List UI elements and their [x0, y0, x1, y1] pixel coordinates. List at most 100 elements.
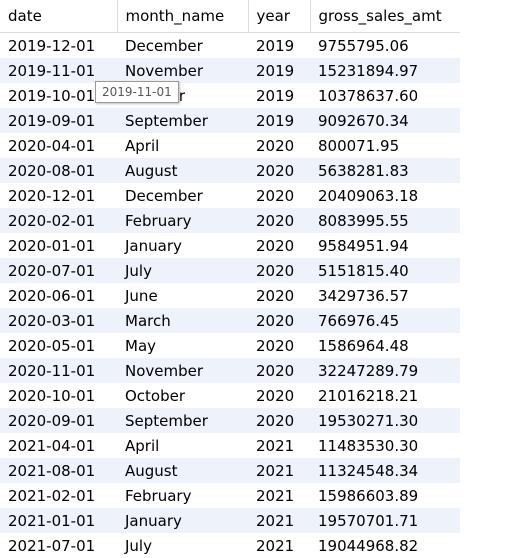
month-name-cell[interactable]: September: [117, 408, 248, 433]
date-cell[interactable]: 2020-08-01: [0, 158, 117, 183]
gross-sales-amt-cell[interactable]: 15986603.89: [318, 486, 419, 505]
year-cell[interactable]: 2020: [248, 358, 310, 383]
year-cell[interactable]: 2021: [256, 486, 295, 505]
date-cell[interactable]: 2019-10-01: [8, 86, 96, 105]
table-row[interactable]: 2020-11-01 November 2020 32247289.79: [0, 358, 460, 383]
year-cell[interactable]: 2020: [256, 136, 295, 155]
table-row[interactable]: 2020-09-01 September 2020 19530271.30: [0, 408, 460, 433]
year-cell[interactable]: 2019: [256, 36, 295, 55]
gross-sales-amt-cell[interactable]: 9092670.34: [310, 108, 460, 133]
date-cell[interactable]: 2020-03-01: [0, 308, 117, 333]
table-row[interactable]: 2020-01-01 January 2020 9584951.94: [0, 233, 460, 258]
month-name-cell[interactable]: January: [125, 236, 182, 255]
column-header-date[interactable]: date: [0, 0, 118, 33]
date-cell[interactable]: 2020-06-01: [8, 286, 96, 305]
gross-sales-amt-cell[interactable]: 800071.95: [318, 136, 400, 155]
year-cell[interactable]: 2020: [256, 236, 295, 255]
gross-sales-amt-cell[interactable]: 766976.45: [310, 308, 460, 333]
month-name-cell[interactable]: August: [117, 158, 248, 183]
gross-sales-amt-cell[interactable]: 9584951.94: [318, 236, 409, 255]
year-cell[interactable]: 2021: [256, 536, 295, 555]
table-row[interactable]: 2020-02-01 February 2020 8083995.55: [0, 208, 460, 233]
month-name-cell[interactable]: July: [117, 258, 248, 283]
month-name-cell[interactable]: July: [125, 536, 152, 555]
year-cell[interactable]: 2020: [256, 286, 295, 305]
date-cell[interactable]: 2019-12-01: [8, 36, 96, 55]
month-name-cell[interactable]: February: [117, 208, 248, 233]
date-cell[interactable]: 2020-12-01: [8, 186, 96, 205]
table-row[interactable]: 2019-11-01 November 2019 15231894.97: [0, 58, 460, 83]
year-cell[interactable]: 2020: [256, 336, 295, 355]
gross-sales-amt-cell[interactable]: 11324548.34: [310, 458, 460, 483]
date-cell[interactable]: 2020-05-01: [8, 336, 96, 355]
date-cell[interactable]: 2019-09-01: [0, 108, 117, 133]
year-cell[interactable]: 2020: [248, 208, 310, 233]
gross-sales-amt-cell[interactable]: 8083995.55: [310, 208, 460, 233]
gross-sales-amt-cell[interactable]: 10378637.60: [318, 86, 419, 105]
date-cell[interactable]: 2020-02-01: [0, 208, 117, 233]
table-row[interactable]: 2020-07-01 July 2020 5151815.40: [0, 258, 460, 283]
gross-sales-amt-cell[interactable]: 1586964.48: [318, 336, 409, 355]
gross-sales-amt-cell[interactable]: 5151815.40: [310, 258, 460, 283]
month-name-cell[interactable]: March: [117, 308, 248, 333]
month-name-cell[interactable]: December: [125, 186, 203, 205]
year-cell[interactable]: 2021: [248, 458, 310, 483]
year-cell[interactable]: 2020: [248, 308, 310, 333]
column-header-month-name[interactable]: month_name: [117, 0, 249, 33]
year-cell[interactable]: 2021: [248, 508, 310, 533]
year-cell[interactable]: 2020: [248, 158, 310, 183]
year-cell[interactable]: 2020: [248, 408, 310, 433]
date-cell[interactable]: 2020-07-01: [0, 258, 117, 283]
year-cell[interactable]: 2021: [256, 436, 295, 455]
table-row[interactable]: 2020-08-01 August 2020 5638281.83: [0, 158, 460, 183]
gross-sales-amt-cell[interactable]: 3429736.57: [318, 286, 409, 305]
column-header-gross-sales-amt[interactable]: gross_sales_amt: [310, 0, 460, 33]
month-name-cell[interactable]: April: [125, 436, 160, 455]
table-row[interactable]: 2021-08-01 August 2021 11324548.34: [0, 458, 460, 483]
date-cell[interactable]: 2020-01-01: [8, 236, 96, 255]
table-row[interactable]: 2020-04-01 April 2020 800071.95: [0, 133, 460, 158]
year-cell[interactable]: 2020: [256, 186, 295, 205]
gross-sales-amt-cell[interactable]: 21016218.21: [318, 386, 419, 405]
year-cell[interactable]: 2019: [248, 108, 310, 133]
year-cell[interactable]: 2020: [256, 386, 295, 405]
year-cell[interactable]: 2019: [256, 86, 295, 105]
gross-sales-amt-cell[interactable]: 20409063.18: [318, 186, 419, 205]
table-row[interactable]: 2020-05-01 May 2020 1586964.48: [0, 333, 460, 358]
month-name-cell[interactable]: April: [125, 136, 160, 155]
table-row[interactable]: 2021-02-01 February 2021 15986603.89: [0, 483, 460, 508]
table-row[interactable]: 2021-01-01 January 2021 19570701.71: [0, 508, 460, 533]
column-header-year[interactable]: year: [248, 0, 311, 33]
month-name-cell[interactable]: November: [117, 358, 248, 383]
month-name-cell[interactable]: May: [125, 336, 157, 355]
year-cell[interactable]: 2020: [248, 258, 310, 283]
date-cell[interactable]: 2020-09-01: [0, 408, 117, 433]
date-cell[interactable]: 2021-08-01: [0, 458, 117, 483]
date-cell[interactable]: 2021-02-01: [8, 486, 96, 505]
date-cell[interactable]: 2021-07-01: [8, 536, 96, 555]
gross-sales-amt-cell[interactable]: 19570701.71: [310, 508, 460, 533]
gross-sales-amt-cell[interactable]: 19530271.30: [310, 408, 460, 433]
month-name-cell[interactable]: December: [125, 36, 203, 55]
month-name-cell[interactable]: January: [117, 508, 248, 533]
date-cell[interactable]: 2021-01-01: [0, 508, 117, 533]
gross-sales-amt-cell[interactable]: 32247289.79: [310, 358, 460, 383]
gross-sales-amt-cell[interactable]: 15231894.97: [310, 58, 460, 83]
date-cell[interactable]: 2019-11-01: [0, 58, 117, 83]
table-row[interactable]: 2021-07-01 July 2021 19044968.82: [0, 533, 460, 558]
date-cell[interactable]: 2020-10-01: [8, 386, 96, 405]
month-name-cell[interactable]: August: [117, 458, 248, 483]
table-row[interactable]: 2021-04-01 April 2021 11483530.30: [0, 433, 460, 458]
month-name-cell[interactable]: February: [125, 486, 192, 505]
month-name-cell[interactable]: October: [125, 386, 186, 405]
date-cell[interactable]: 2021-04-01: [8, 436, 96, 455]
date-cell[interactable]: 2020-04-01: [8, 136, 96, 155]
gross-sales-amt-cell[interactable]: 9755795.06: [318, 36, 409, 55]
table-row[interactable]: 2020-10-01 October 2020 21016218.21: [0, 383, 460, 408]
table-row[interactable]: 2020-12-01 December 2020 20409063.18: [0, 183, 460, 208]
month-name-cell[interactable]: June: [125, 286, 158, 305]
table-row[interactable]: 2019-10-01October201910378637.60: [0, 83, 460, 108]
gross-sales-amt-cell[interactable]: 11483530.30: [318, 436, 419, 455]
year-cell[interactable]: 2019: [248, 58, 310, 83]
table-row[interactable]: 2019-09-01 September 2019 9092670.34: [0, 108, 460, 133]
